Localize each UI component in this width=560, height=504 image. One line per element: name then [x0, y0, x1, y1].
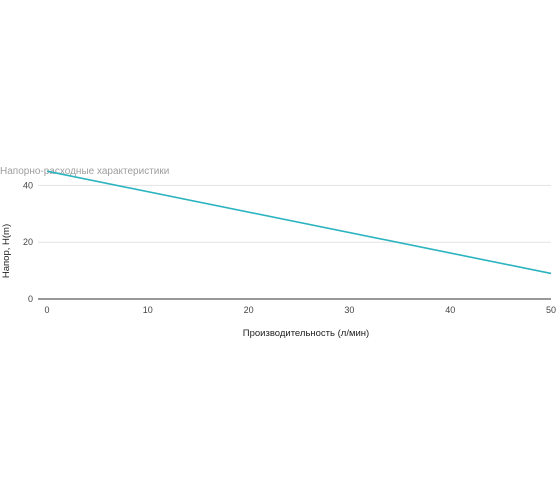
x-axis-label: Производительность (л/мин)	[243, 328, 369, 339]
x-tick-label: 10	[143, 305, 153, 315]
grid	[38, 184, 551, 243]
y-tick-label: 0	[28, 294, 33, 304]
y-tick-label: 20	[23, 237, 33, 247]
y-axis-label: Напор, H(m)	[1, 224, 12, 278]
x-tick-label: 50	[546, 305, 556, 315]
y-tick-label: 40	[23, 180, 33, 190]
x-tick-label: 40	[445, 305, 455, 315]
x-tick-label: 30	[344, 305, 354, 315]
y-axis-ticks: 0 20 40	[23, 180, 33, 304]
series-layer	[46, 170, 552, 275]
x-tick-label: 20	[244, 305, 254, 315]
x-axis-ticks: 0 10 20 30 40 50	[44, 305, 556, 315]
series-line	[46, 170, 552, 275]
chart-title: Напорно-расходные характеристики	[0, 166, 169, 177]
x-tick-label: 0	[44, 305, 49, 315]
